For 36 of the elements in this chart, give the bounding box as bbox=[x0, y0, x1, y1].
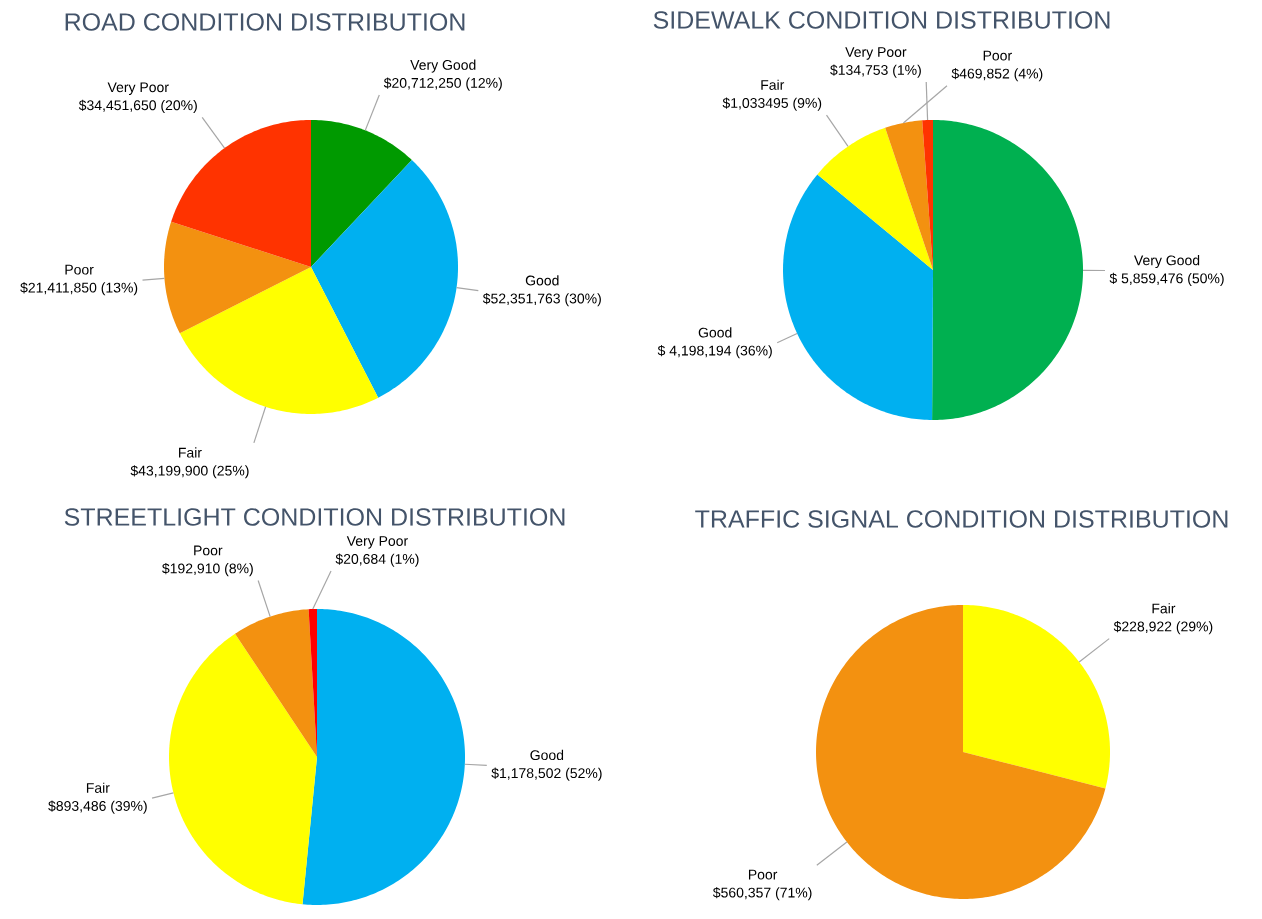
slice-label: Very Poor bbox=[845, 47, 907, 60]
data-label: $893,486 (39%) bbox=[48, 800, 147, 814]
slice-label: Poor bbox=[748, 869, 778, 880]
data-label: $ 4,198,194 (36%) bbox=[657, 345, 772, 359]
slice-label: Poor bbox=[65, 264, 94, 275]
data-label: $228,922 (29%) bbox=[1113, 620, 1213, 635]
data-label: $20,712,250 (12%) bbox=[383, 77, 502, 91]
data-label: $52,351,763 (30%) bbox=[482, 292, 601, 307]
slice-label: Fair bbox=[761, 79, 785, 90]
data-label: $21,411,850 (13%) bbox=[20, 282, 138, 296]
slice-label: Good bbox=[530, 749, 564, 761]
slice-label: Fair bbox=[1152, 603, 1176, 614]
slice-label: Very Good bbox=[410, 59, 476, 73]
data-label: $ 5,859,476 (50%) bbox=[1109, 272, 1224, 287]
slice-label: Good bbox=[698, 327, 732, 338]
data-label: $20,684 (1%) bbox=[335, 553, 419, 567]
data-label: $192,910 (8%) bbox=[162, 562, 253, 577]
slice-label: Very Poor bbox=[346, 536, 408, 549]
slice-label: Fair bbox=[86, 782, 110, 793]
chart-title: SIDEWALK CONDITION DISTRIBUTION bbox=[653, 11, 1110, 29]
data-label: $34,451,650 (20%) bbox=[78, 99, 197, 113]
data-label: $1,178,502 (52%) bbox=[491, 767, 602, 781]
data-label: $560,357 (71%) bbox=[712, 887, 812, 901]
chart-title: ROAD CONDITION DISTRIBUTION bbox=[65, 13, 465, 31]
chart-title: TRAFFIC SIGNAL CONDITION DISTRIBUTION bbox=[695, 510, 1228, 528]
slice-label: Poor bbox=[194, 545, 223, 556]
chart-title: STREETLIGHT CONDITION DISTRIBUTION bbox=[64, 508, 565, 526]
data-label: $1,033495 (9%) bbox=[722, 97, 822, 111]
data-label: $134,753 (1%) bbox=[830, 64, 921, 78]
data-label: $43,199,900 (25%) bbox=[130, 465, 249, 479]
slice-label: Fair bbox=[179, 447, 202, 458]
slice-label: Very Poor bbox=[107, 82, 169, 95]
slice-label: Poor bbox=[983, 50, 1012, 61]
slice-label: Very Good bbox=[1133, 255, 1200, 269]
data-label: $469,852 (4%) bbox=[951, 68, 1043, 82]
slice-label: Good bbox=[525, 275, 559, 286]
